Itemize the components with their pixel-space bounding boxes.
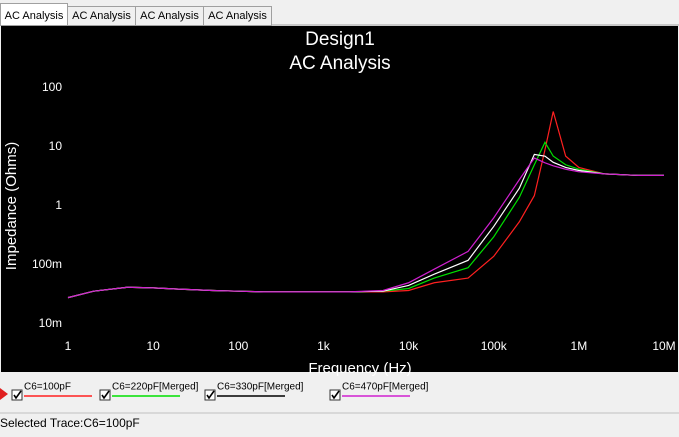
tab-label[interactable]: AC Analysis: [208, 10, 267, 22]
legend-label: C6=100pF: [24, 382, 71, 393]
y-tick-label: 100: [42, 80, 62, 94]
tab-label[interactable]: AC Analysis: [140, 10, 199, 22]
y-tick-label: 100m: [32, 257, 62, 271]
checkmark: [101, 390, 110, 400]
y-tick-label: 1: [55, 198, 62, 212]
legend-checkbox[interactable]: [99, 389, 111, 401]
checkmark: [13, 390, 22, 400]
tab-label[interactable]: AC Analysis: [72, 10, 131, 22]
legend-label: C6=220pF[Merged]: [112, 382, 199, 393]
x-tick-label: 100: [228, 339, 248, 353]
plot-background: [1, 26, 678, 372]
x-axis-label: Frequency (Hz): [308, 360, 411, 377]
x-tick-label: 10k: [399, 339, 419, 353]
tab[interactable]: [203, 6, 272, 26]
chart-title: Design1: [305, 29, 375, 50]
checkmark: [206, 390, 215, 400]
legend-checkbox[interactable]: [204, 389, 216, 401]
x-tick-label: 10: [146, 339, 160, 353]
x-tick-label: 1M: [571, 339, 588, 353]
series-line: [67, 157, 664, 299]
tab-label[interactable]: AC Analysis: [5, 10, 64, 22]
x-tick-label: 1: [65, 339, 72, 353]
status-text: Selected Trace:C6=100pF: [0, 416, 140, 430]
y-tick-label: 10m: [39, 316, 62, 330]
y-tick-label: 10: [49, 139, 63, 153]
checkmark: [331, 390, 340, 400]
legend-label: C6=470pF[Merged]: [342, 382, 429, 393]
selected-indicator: [0, 388, 8, 400]
chart-subtitle: AC Analysis: [289, 53, 390, 74]
x-tick-label: 100k: [481, 339, 508, 353]
y-axis-label: Impedance (Ohms): [3, 142, 20, 270]
legend-checkbox[interactable]: [329, 389, 341, 401]
legend-label: C6=330pF[Merged]: [217, 382, 304, 393]
x-tick-label: 1k: [317, 339, 331, 353]
x-tick-label: 10M: [652, 339, 675, 353]
legend-checkbox[interactable]: [11, 389, 23, 401]
